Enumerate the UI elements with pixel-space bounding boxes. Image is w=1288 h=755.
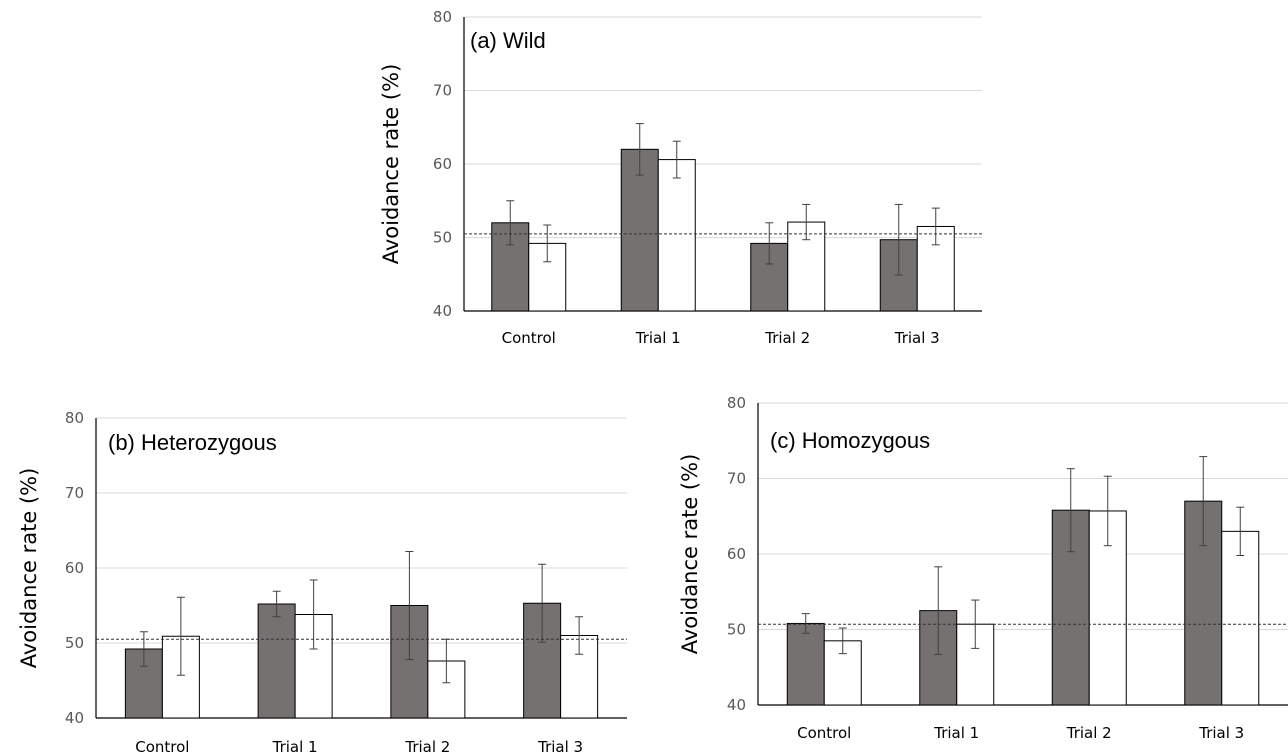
y-tick-label: 70 [433,82,452,100]
bar-1-1 [657,159,696,312]
x-tick-label: Trial 2 [404,738,450,755]
bar-1-3 [1221,530,1260,706]
y-tick-label: 80 [727,394,746,412]
y-tick-label: 50 [727,621,746,639]
bar-0-3 [523,602,562,719]
y-tick-label: 70 [727,470,746,488]
panel-0: 40 50 60 70 80 Control Trial 1 Trial 2 Trial 3 (a… [379,8,982,347]
x-tick-label: Trial 2 [1066,724,1112,742]
y-tick-label: 60 [727,545,746,563]
y-tick-label: 70 [65,484,84,502]
x-tick-label: Trial 1 [272,738,318,755]
panel-title: (a) Wild [470,28,546,53]
panel-1: 40 50 60 70 80 Control Trial 1 Trial 2 Trial 3 (b… [17,409,627,755]
y-tick-label: 50 [65,634,84,652]
bar-0-0 [786,622,825,706]
panel-title: (c) Homozygous [770,428,930,453]
x-tick-label: Trial 2 [764,329,810,347]
bar-0-1 [257,603,296,719]
y-axis-label: Avoidance rate (%) [678,454,702,655]
x-tick-label: Trial 1 [933,724,979,742]
y-tick-label: 40 [727,696,746,714]
y-tick-label: 60 [433,155,452,173]
y-tick-label: 80 [433,8,452,26]
panel-title: (b) Heterozygous [108,430,277,455]
y-tick-label: 40 [433,302,452,320]
x-tick-label: Trial 1 [635,329,681,347]
y-axis-label: Avoidance rate (%) [379,64,403,265]
x-tick-label: Trial 3 [537,738,583,755]
x-tick-label: Control [135,738,189,755]
y-tick-label: 40 [65,709,84,727]
y-axis-label: Avoidance rate (%) [17,468,41,669]
x-tick-label: Trial 3 [1198,724,1244,742]
panel-2: 40 50 60 70 80 Control Trial 1 Trial 2 Trial 3 (c… [678,394,1288,742]
y-tick-label: 50 [433,229,452,247]
x-tick-label: Control [797,724,851,742]
y-tick-label: 60 [65,559,84,577]
y-tick-label: 80 [65,409,84,427]
x-tick-label: Trial 3 [894,329,940,347]
x-tick-label: Control [502,329,556,347]
